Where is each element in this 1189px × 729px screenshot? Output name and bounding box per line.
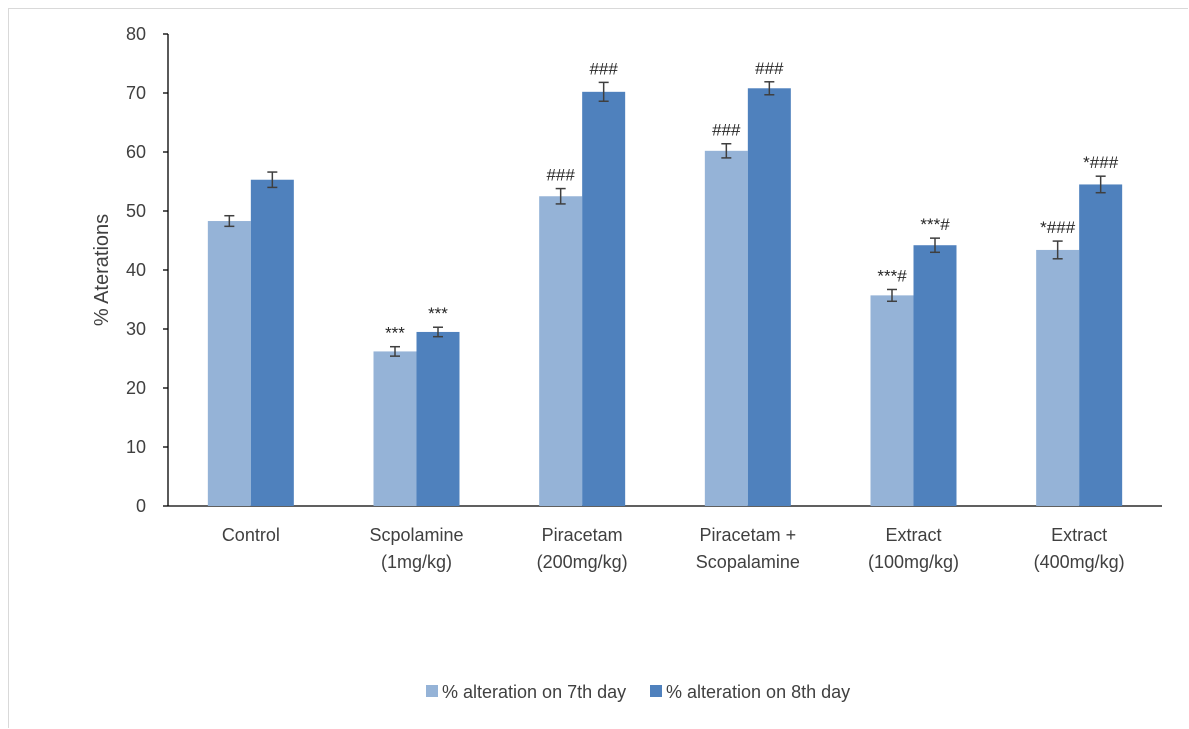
x-tick-label: Extract (100mg/kg) [868,525,959,572]
significance-label: ### [589,59,618,78]
bar [250,179,294,507]
significance-label: *** [428,304,448,323]
legend-label: % alteration on 7th day [442,682,626,702]
bar [373,351,417,506]
significance-label: *** [385,324,405,343]
bar [1036,249,1080,506]
x-tick-label: Scpolamine (1mg/kg) [369,525,463,572]
y-tick-label: 70 [126,83,146,103]
legend-swatch [650,685,662,697]
y-tick-label: 60 [126,142,146,162]
y-tick-label: 50 [126,201,146,221]
legend-swatch [426,685,438,697]
bar [207,221,251,506]
x-tick-label: Piracetam + Scopalamine [696,525,800,572]
significance-label: ***# [920,215,950,234]
significance-label: ### [546,166,575,185]
significance-label: *### [1040,218,1076,237]
bar [870,295,914,506]
significance-label: ### [755,59,784,78]
error-bars [224,81,1106,357]
y-tick-label: 40 [126,260,146,280]
x-tick-label: Control [222,525,280,545]
bars [207,88,1123,507]
x-tick-label: Piracetam (200mg/kg) [537,525,628,572]
significance-label: ***# [877,266,907,285]
bar [582,91,626,506]
bar [1079,184,1123,506]
bar [704,150,748,506]
bar [747,88,791,506]
y-axis-label: % Aterations [91,214,113,326]
chart-frame [8,8,1188,728]
significance-label: ### [712,121,741,140]
y-axis: 0 10 20 30 40 50 60 70 80 [126,24,169,516]
legend: % alteration on 7th day % alteration on 8… [426,682,850,702]
bar [913,245,957,506]
x-axis: Control Scpolamine (1mg/kg) Piracetam (200mg… [168,505,1162,572]
y-tick-label: 80 [126,24,146,44]
y-tick-label: 20 [126,378,146,398]
significance-annotations: *** ### ### ***# *### *** ### ### ***# *### [385,59,1119,343]
y-tick-label: 0 [136,496,146,516]
bar [416,331,460,506]
legend-label: % alteration on 8th day [666,682,850,702]
x-tick-label: Extract (400mg/kg) [1034,525,1125,572]
y-tick-label: 30 [126,319,146,339]
bar [539,196,583,506]
significance-label: *### [1083,153,1119,172]
y-tick-label: 10 [126,437,146,457]
